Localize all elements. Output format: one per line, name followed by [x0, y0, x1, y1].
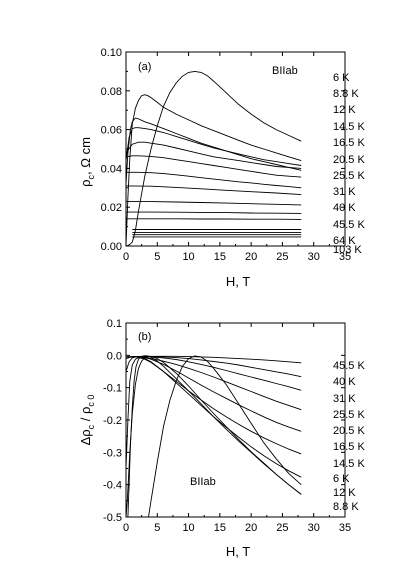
- series-labels-a: 6 K 8.8 K 12 K 14.5 K 16.5 K 20.5 K 25.5 K 31 K…: [333, 72, 365, 256]
- series-label: 31 K: [333, 186, 356, 198]
- series-line-3: [125, 127, 302, 166]
- x-tick-label: 25: [276, 251, 288, 263]
- plot-frame-a: [125, 51, 346, 247]
- x-tick-label: 10: [182, 522, 194, 534]
- y-tick-label: 0.06: [101, 125, 122, 137]
- panel-label-a: (a): [138, 61, 151, 73]
- series-label: 16.5 K: [333, 137, 365, 149]
- annotation-b: BIIab: [190, 476, 216, 488]
- y-tick-label: -0.2: [103, 415, 122, 427]
- series-label: 14.5 K: [333, 121, 365, 133]
- x-tick-label: 20: [245, 251, 257, 263]
- y-axis-label-b: Δρc / ρc 0: [78, 395, 96, 446]
- x-tick-label: 5: [154, 251, 160, 263]
- series-line-8: [127, 355, 302, 518]
- series-line-8: [125, 200, 302, 206]
- series-label: 6 K: [333, 473, 350, 485]
- series-line-1: [125, 356, 302, 378]
- series-label: 31 K: [333, 393, 356, 405]
- series-label: 8.8 K: [333, 501, 359, 513]
- y-tick-label: -0.5: [103, 512, 122, 524]
- series-label: 12 K: [333, 104, 356, 116]
- series-label: 20.5 K: [333, 425, 365, 437]
- series-label: 40 K: [333, 376, 356, 388]
- x-tick-label: 0: [123, 251, 129, 263]
- x-tick-label: 15: [214, 522, 226, 534]
- x-tick-label: 10: [182, 251, 194, 263]
- series-label: 45.5 K: [333, 360, 365, 372]
- series-line-4: [125, 356, 302, 432]
- series-line-1: [125, 94, 302, 247]
- y-tick-label: 0.02: [101, 202, 122, 214]
- series-labels-b: 45.5 K 40 K 31 K 25.5 K 20.5 K 16.5 K 14.5 K 6 …: [333, 360, 365, 513]
- plot-frame-b: [125, 322, 346, 518]
- series-label: 45.5 K: [333, 219, 365, 231]
- x-axis-label-a: H, T: [226, 274, 250, 289]
- series-label: 40 K: [333, 202, 356, 214]
- series-line-2: [125, 117, 302, 184]
- series-label: 20.5 K: [333, 154, 365, 166]
- series-label: 6 K: [333, 72, 350, 84]
- x-tick-label: 0: [123, 522, 129, 534]
- series-label: 103 K: [333, 244, 362, 256]
- x-tick-label: 20: [245, 522, 257, 534]
- series-line-4: [125, 141, 302, 169]
- series-line-6: [126, 171, 302, 189]
- ticks-a: 0 5 10 15 20 25 30 35 0.00 0.02 0.04 0.06 0.08 0.10: [101, 47, 352, 263]
- series-line-6: [125, 357, 302, 478]
- series-label: 8.8 K: [333, 88, 359, 100]
- y-tick-label: 0.0: [107, 350, 122, 362]
- series-line-0: [125, 70, 302, 247]
- x-axis-label-b: H, T: [226, 544, 250, 559]
- x-tick-label: 25: [276, 522, 288, 534]
- series-line-10: [126, 218, 302, 220]
- x-tick-label: 30: [308, 522, 320, 534]
- annotation-a: BIIab: [272, 65, 298, 77]
- series-line-2: [125, 356, 302, 391]
- series-line-5: [125, 155, 302, 178]
- panel-b: 0 5 10 15 20 25 30 35 -0.5 -0.4 -0.3 -0.2 -0.1 0.0 0.1…: [78, 318, 365, 559]
- series-label: 64 K: [333, 235, 356, 247]
- series-line-7: [148, 355, 302, 518]
- y-tick-label: 0.10: [101, 47, 122, 59]
- y-tick-label: 0.1: [107, 318, 122, 330]
- series-label: 12 K: [333, 487, 356, 499]
- y-tick-label: 0.04: [101, 163, 122, 175]
- series-label: 16.5 K: [333, 441, 365, 453]
- series-line-9: [125, 356, 302, 518]
- series-group-a: [125, 70, 302, 247]
- y-tick-label: -0.4: [103, 480, 122, 492]
- y-tick-label: -0.3: [103, 447, 122, 459]
- y-axis-label-a: ρc, Ω cm: [78, 137, 96, 187]
- series-group-b: [125, 355, 302, 518]
- x-tick-label: 35: [339, 251, 351, 263]
- x-tick-label: 5: [154, 522, 160, 534]
- y-tick-label: 0.00: [101, 241, 122, 253]
- x-tick-label: 30: [308, 251, 320, 263]
- x-tick-label: 15: [214, 251, 226, 263]
- series-line-7: [125, 185, 302, 196]
- series-line-9: [126, 211, 302, 214]
- ticks-b: 0 5 10 15 20 25 30 35 -0.5 -0.4 -0.3 -0.2 -0.1 0.0 0.1: [103, 318, 351, 534]
- y-tick-label: 0.08: [101, 86, 122, 98]
- series-label: 25.5 K: [333, 409, 365, 421]
- x-tick-label: 35: [339, 522, 351, 534]
- series-label: 25.5 K: [333, 170, 365, 182]
- panel-a: 0 5 10 15 20 25 30 35 0.00 0.02 0.04 0.06 0.08 0.10 (…: [78, 47, 365, 289]
- series-label: 14.5 K: [333, 458, 365, 470]
- y-tick-label: -0.1: [103, 383, 122, 395]
- panel-label-b: (b): [138, 331, 151, 343]
